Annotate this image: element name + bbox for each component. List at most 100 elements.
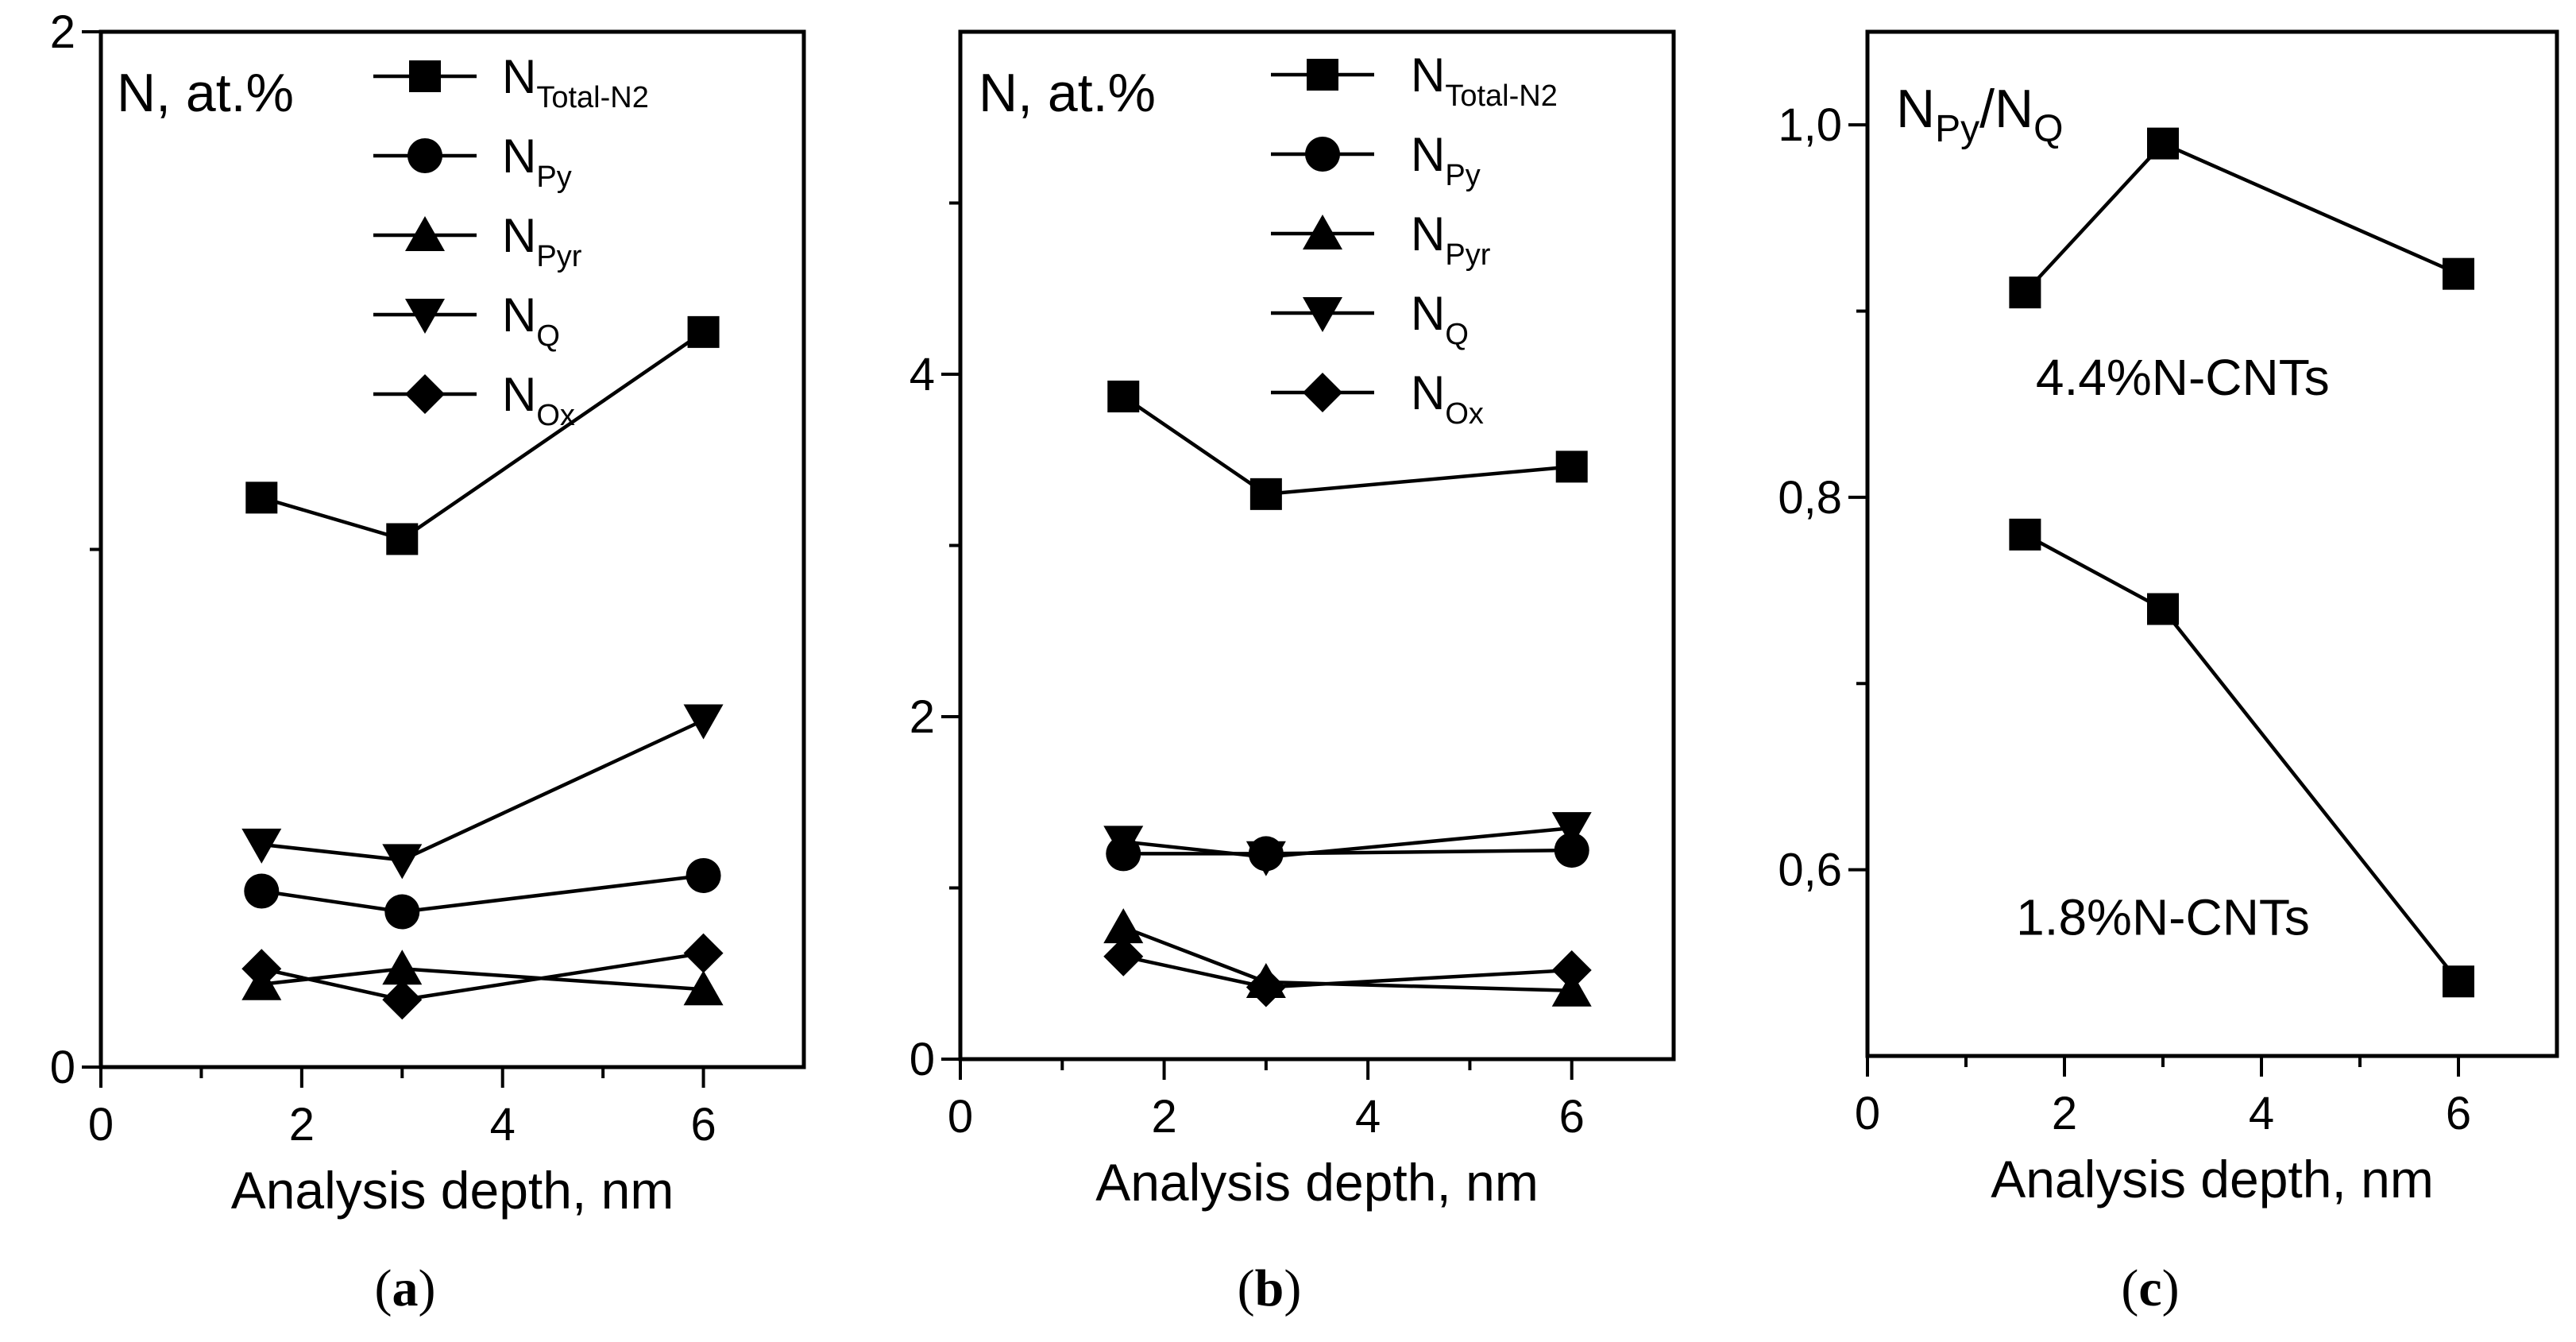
y-tick-label: 0,6 (1778, 845, 1842, 896)
data-point (2147, 593, 2179, 625)
y-tick-label: 2 (50, 6, 75, 58)
data-point (241, 949, 282, 989)
panel-c: 0 2 4 6 0,6 0,8 1,0 Analysis depth, nm NPy/NQ (c)… (1778, 29, 2559, 1317)
x-tick-label: 4 (490, 1099, 516, 1151)
x-tick-label: 2 (1151, 1091, 1176, 1143)
data-point (1554, 833, 1589, 868)
legend-marker (1307, 59, 1338, 91)
series-line-total-n2 (1122, 395, 1572, 497)
legend-marker (405, 374, 445, 414)
legend-entry: NPy (1271, 128, 1481, 192)
x-tick-label: 4 (2249, 1088, 2274, 1139)
legend-label: NTotal-N2 (1411, 48, 1558, 113)
x-tick-label: 4 (1355, 1091, 1381, 1143)
data-point (1107, 381, 1140, 413)
panel-label: (c) (2121, 1259, 2179, 1317)
data-point (1103, 826, 1144, 861)
legend-entry: NOx (1271, 366, 1484, 431)
x-tick-label: 2 (2052, 1088, 2077, 1139)
legend-marker (1303, 373, 1342, 412)
data-point (2443, 965, 2474, 998)
legend-label: NPyr (1411, 207, 1491, 272)
legend-marker (407, 138, 442, 173)
y-tick-label: 0 (50, 1042, 75, 1093)
y-axis-label: N, at.% (117, 63, 294, 123)
legend-marker (405, 216, 445, 251)
annotation-label: 4.4%N-CNTs (2036, 349, 2330, 406)
data-point (2443, 257, 2474, 290)
x-tick-label: 0 (88, 1099, 114, 1151)
data-point (245, 481, 278, 514)
legend-marker (1303, 297, 1342, 332)
legend-label: NPy (502, 130, 572, 194)
x-tick-label: 6 (2446, 1088, 2471, 1139)
series-line-total-n2 (261, 331, 705, 541)
data-point (2147, 127, 2179, 160)
legend-marker (1305, 137, 1340, 172)
annotation-label: 1.8%N-CNTs (2016, 889, 2310, 946)
series-line-4-4-n-cnts (2023, 141, 2459, 294)
panel-label: (b) (1238, 1259, 1302, 1317)
legend-entry: NTotal-N2 (1271, 48, 1558, 113)
plot-frame (958, 29, 1676, 1062)
legend-entry: NPy (373, 130, 572, 194)
legend-label: NTotal-N2 (502, 50, 649, 114)
data-point (384, 894, 420, 930)
data-point (687, 315, 720, 348)
legend-entry: NOx (373, 368, 575, 432)
y-tick-label: 0,8 (1778, 472, 1842, 524)
x-tick-label: 0 (1855, 1088, 1880, 1139)
data-point (686, 857, 721, 893)
data-point (241, 828, 282, 864)
legend-entry: NPyr (1271, 207, 1491, 272)
panel-label: (a) (375, 1259, 436, 1317)
series-line-q (261, 718, 705, 862)
data-point (1103, 908, 1144, 944)
data-point (1551, 949, 1592, 990)
legend-entry: NTotal-N2 (373, 50, 649, 114)
data-point (1555, 451, 1588, 483)
legend-entry: NPyr (373, 209, 582, 273)
legend-marker (405, 299, 445, 334)
x-tick-label: 6 (1559, 1091, 1585, 1143)
y-axis-label: N, at.% (979, 63, 1156, 123)
y-tick-label: 2 (910, 691, 935, 743)
x-tick-label: 0 (948, 1091, 973, 1143)
data-point (683, 970, 724, 1006)
legend-label: NPy (1411, 128, 1481, 192)
data-point (1103, 936, 1144, 977)
legend-entry: NQ (373, 288, 560, 353)
x-tick-label: 6 (690, 1099, 716, 1151)
data-point (1551, 812, 1592, 848)
legend-label: NOx (502, 368, 575, 432)
data-point (683, 933, 724, 973)
x-tick-label: 2 (289, 1099, 315, 1151)
x-axis-title: Analysis depth, nm (1991, 1150, 2434, 1209)
data-point (382, 980, 423, 1020)
y-tick-label: 1,0 (1778, 99, 1842, 151)
panel-a: 0 2 4 6 0 2 Analysis depth, nm N, at.% (a) NTotal… (50, 6, 806, 1317)
series-line-py (261, 873, 704, 914)
legend-label: NPyr (502, 209, 582, 273)
legend-label: NQ (502, 288, 560, 353)
legend-marker (409, 60, 441, 92)
series-line-ox (1122, 954, 1572, 989)
data-point (382, 949, 423, 985)
data-point (1246, 841, 1286, 876)
x-axis-title: Analysis depth, nm (231, 1161, 674, 1220)
data-point (683, 704, 724, 740)
panel-b: 0 2 4 6 0 2 4 Analysis depth, nm N, at.% (b) NTota… (910, 29, 1676, 1317)
legend-label: NQ (1411, 287, 1469, 351)
legend-label: NOx (1411, 366, 1484, 431)
plot-frame (98, 29, 806, 1069)
data-point (2009, 518, 2041, 551)
data-point (244, 873, 280, 909)
y-tick-label: 4 (910, 349, 935, 400)
data-point (386, 523, 419, 555)
legend-marker (1303, 215, 1342, 249)
data-point (1249, 478, 1282, 510)
data-point (382, 844, 423, 880)
legend-entry: NQ (1271, 287, 1469, 351)
data-point (1246, 967, 1286, 1007)
